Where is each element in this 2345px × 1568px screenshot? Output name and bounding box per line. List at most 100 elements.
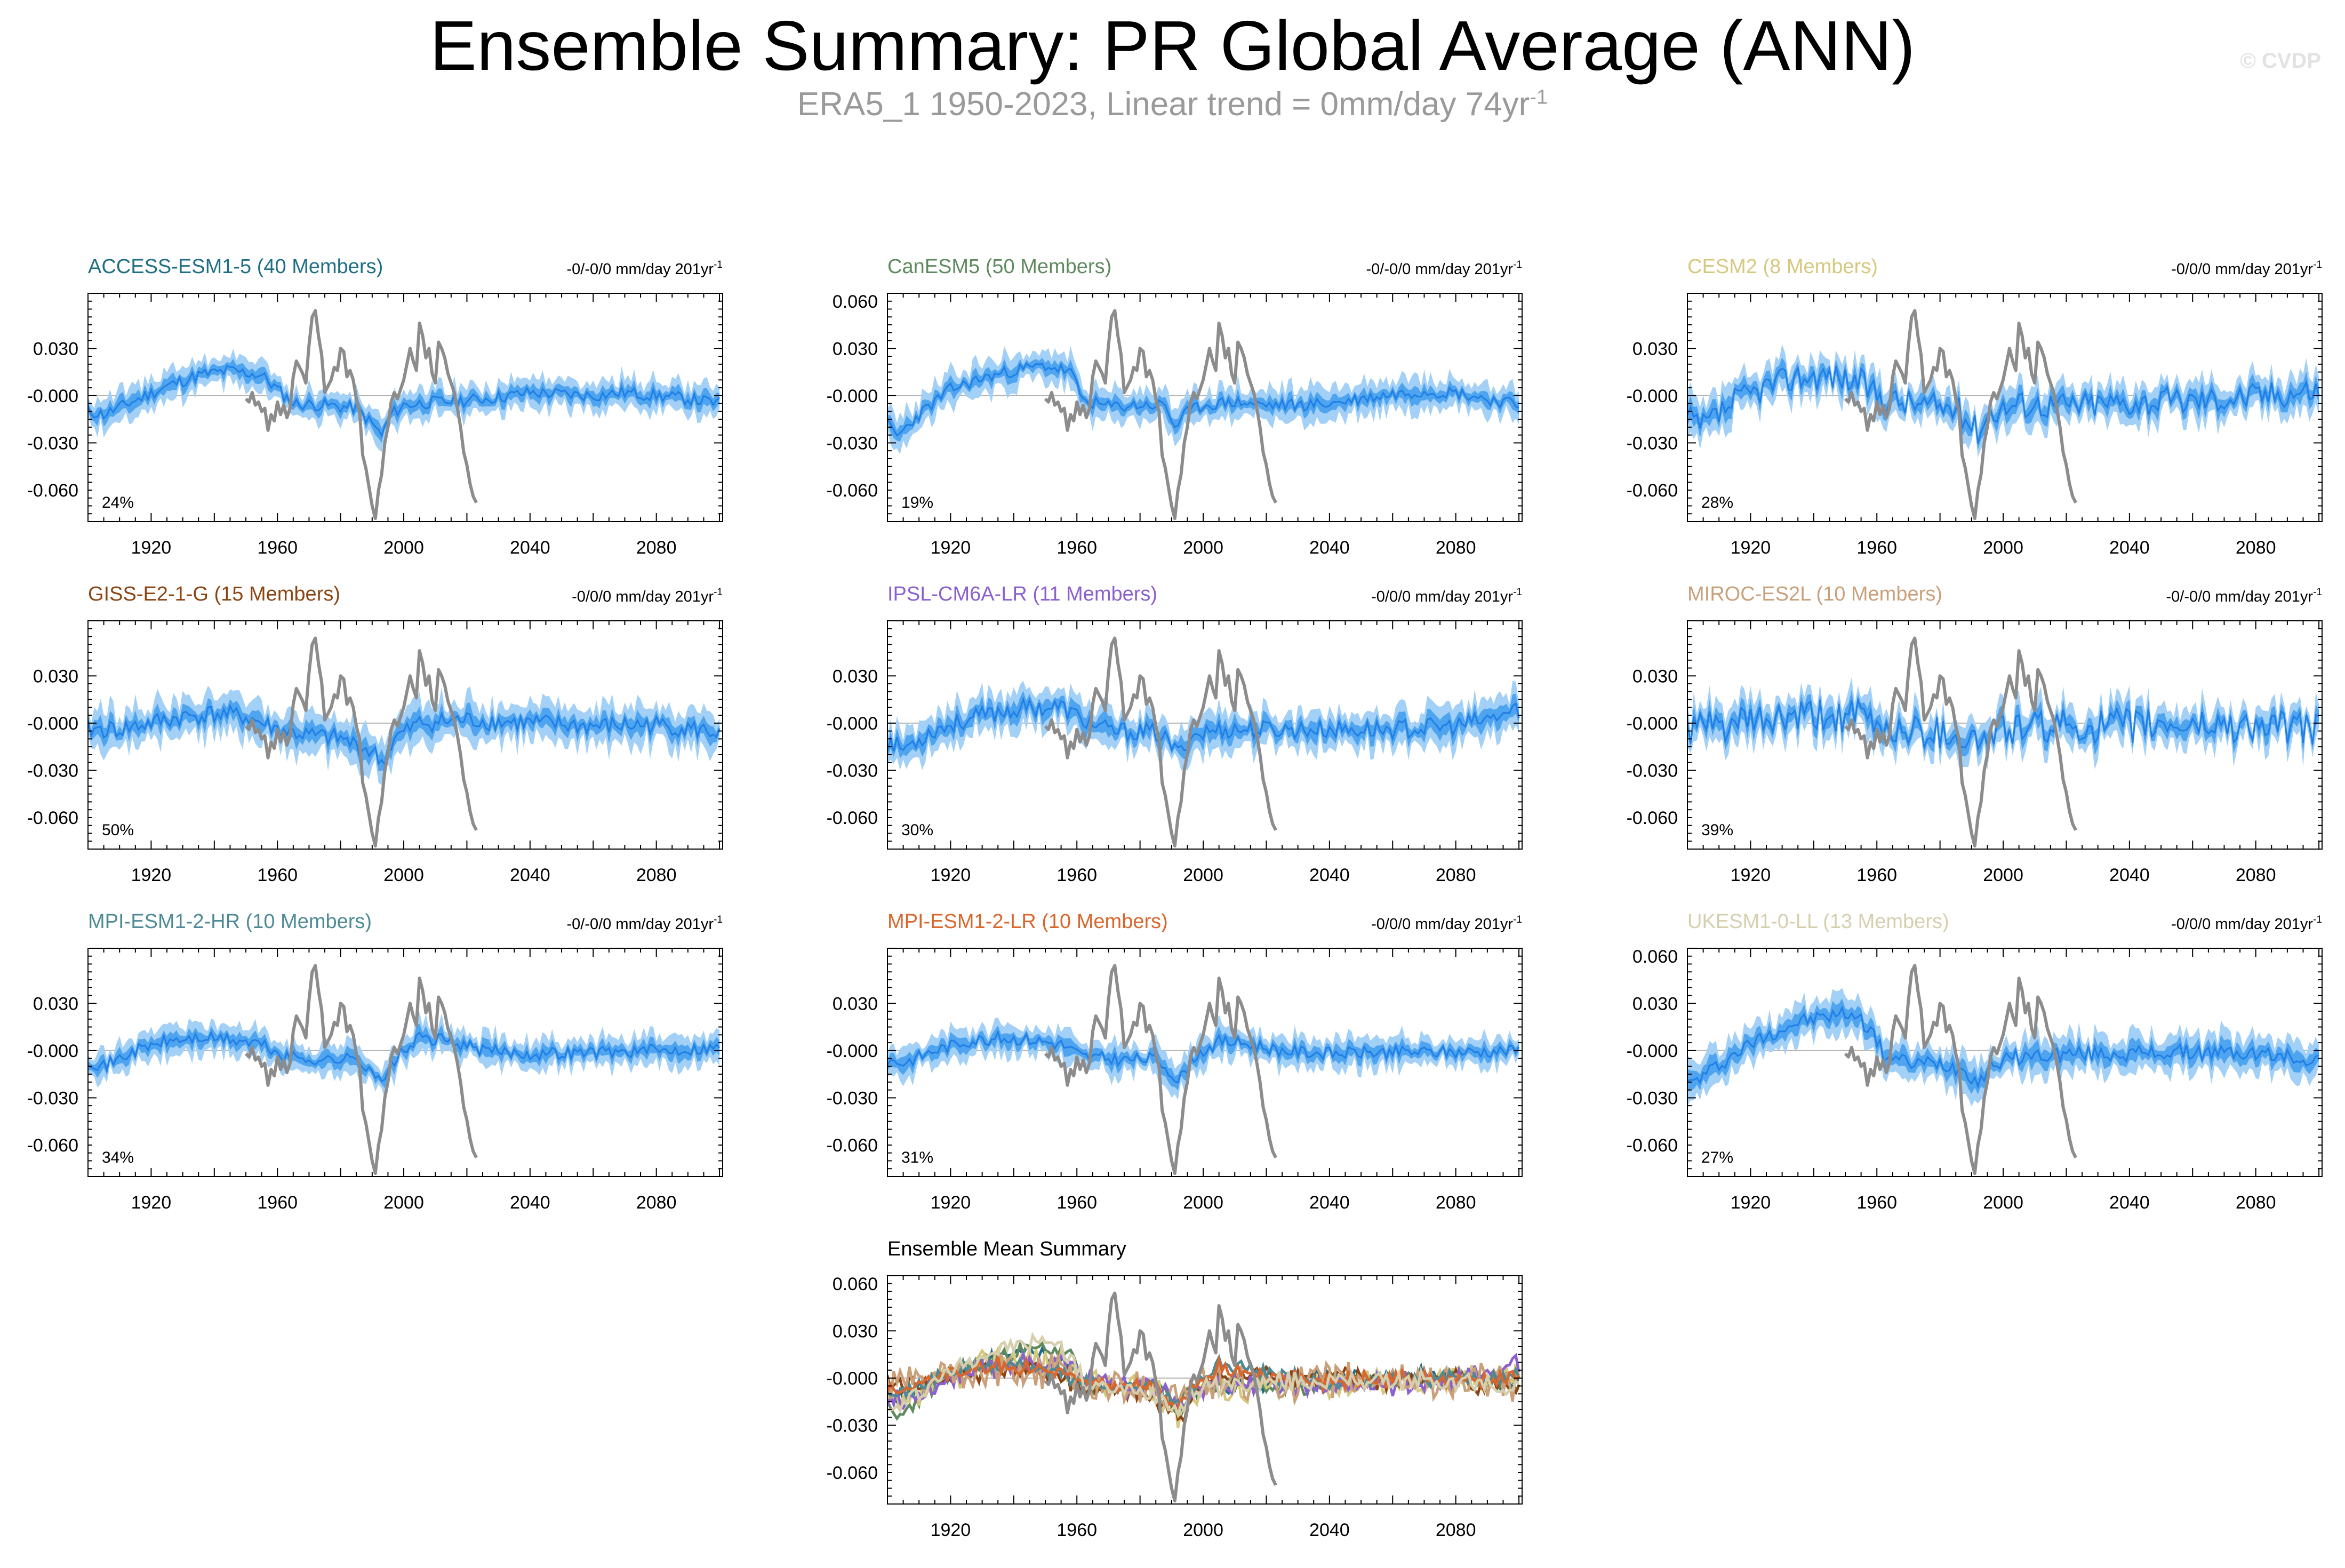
x-tick-label: 2000: [383, 865, 424, 885]
y-tick-label: -0.030: [1627, 761, 1678, 781]
y-tick-label: -0.000: [1627, 386, 1678, 406]
trend-label-superscript: -1: [2313, 914, 2322, 925]
y-tick-label: 0.030: [1632, 339, 1678, 359]
ensemble-mean-line: [1687, 1005, 2319, 1090]
percent-label: 19%: [901, 494, 933, 511]
plot-frame: [887, 293, 1523, 522]
observation-line: [1044, 1291, 1277, 1503]
x-tick-label: 2000: [1983, 538, 2023, 558]
y-tick-label: -0.000: [827, 1041, 878, 1061]
x-tick-label: 2040: [2109, 538, 2150, 558]
trend-label-superscript: -1: [1513, 914, 1522, 925]
y-tick-label: -0.060: [1627, 481, 1678, 501]
trend-label: -0/-0/0 mm/day 201yr-1: [566, 259, 723, 278]
x-tick-label: 2000: [1183, 1193, 1223, 1213]
observation-line: [244, 964, 478, 1175]
panel-4: GISS-E2-1-G (15 Members) -0/0/0 mm/day 20…: [27, 583, 723, 885]
figure-title: Ensemble Summary: PR Global Average (ANN…: [429, 6, 1916, 85]
inner-spread-band: [1687, 998, 2319, 1094]
y-tick-label: 0.030: [833, 1321, 878, 1341]
panel-title: GISS-E2-1-G (15 Members): [88, 583, 340, 605]
y-tick-label: -0.000: [827, 386, 878, 406]
x-tick-label: 1960: [257, 538, 298, 558]
trend-label: -0/0/0 mm/day 201yr-1: [2171, 259, 2322, 278]
percent-label: 34%: [102, 1149, 134, 1166]
x-tick-label: 1920: [931, 538, 971, 558]
x-tick-label: 2080: [2236, 1193, 2276, 1213]
plot-frame: [87, 293, 723, 522]
plot-area: [887, 1291, 1520, 1503]
trend-label: -0/-0/0 mm/day 201yr-1: [566, 914, 723, 933]
observation-line: [244, 309, 478, 521]
x-tick-label: 1960: [1856, 538, 1897, 558]
x-tick-label: 2040: [2109, 1193, 2150, 1213]
y-tick-label: -0.060: [1627, 808, 1678, 828]
x-tick-label: 1920: [131, 865, 172, 885]
x-tick-label: 2040: [1309, 1520, 1350, 1540]
y-tick-label: -0.060: [827, 481, 878, 501]
y-tick-label: -0.030: [827, 1088, 878, 1108]
panel-title: CanESM5 (50 Members): [887, 255, 1111, 278]
y-tick-label: 0.030: [833, 994, 878, 1014]
y-tick-label: 0.030: [33, 339, 78, 359]
y-tick-label: -0.030: [27, 1088, 78, 1108]
observation-line: [1844, 964, 2077, 1175]
y-tick-label: -0.030: [27, 433, 78, 453]
trend-label: -0/0/0 mm/day 201yr-1: [1371, 914, 1522, 933]
y-tick-label: -0.030: [827, 1415, 878, 1436]
percent-label: 30%: [901, 821, 933, 839]
x-tick-label: 1920: [931, 1520, 971, 1540]
y-tick-label: -0.030: [1627, 1088, 1678, 1108]
x-tick-label: 2000: [1183, 865, 1223, 885]
y-tick-label: -0.000: [1627, 714, 1678, 734]
trend-label: -0/0/0 mm/day 201yr-1: [2171, 914, 2322, 933]
y-tick-label: 0.030: [33, 666, 78, 686]
x-tick-label: 1960: [1856, 1193, 1897, 1213]
x-tick-label: 2080: [1436, 538, 1476, 558]
panel-title: MIROC-ES2L (10 Members): [1687, 583, 1942, 605]
x-tick-label: 2000: [1183, 538, 1223, 558]
observation-line: [244, 636, 478, 848]
y-tick-label: 0.030: [833, 666, 878, 686]
model-mean-line: [887, 1331, 1520, 1419]
panel-1: ACCESS-ESM1-5 (40 Members) -0/-0/0 mm/day…: [27, 255, 723, 558]
panel-6: MIROC-ES2L (10 Members) -0/-0/0 mm/day 20…: [1627, 583, 2323, 885]
trend-label-superscript: -1: [1513, 587, 1522, 598]
x-tick-label: 2080: [2236, 538, 2276, 558]
x-tick-label: 2040: [1309, 1193, 1350, 1213]
y-tick-label: -0.060: [827, 1135, 878, 1156]
x-tick-label: 2040: [510, 865, 550, 885]
x-tick-label: 1960: [1057, 538, 1097, 558]
y-tick-label: -0.000: [827, 714, 878, 734]
plot-area: [88, 964, 721, 1175]
x-tick-label: 1920: [931, 865, 971, 885]
percent-label: 39%: [1701, 821, 1733, 839]
y-tick-label: -0.000: [27, 386, 78, 406]
panel-3: CESM2 (8 Members) -0/0/0 mm/day 201yr-1 19…: [1627, 255, 2323, 558]
inner-spread-band: [1687, 690, 2319, 757]
observation-line: [1844, 309, 2077, 521]
x-tick-label: 2000: [1983, 865, 2023, 885]
x-tick-label: 1920: [1731, 865, 1771, 885]
x-tick-label: 2080: [636, 538, 677, 558]
plot-frame: [87, 948, 723, 1177]
observation-line: [1044, 964, 1277, 1175]
ensemble-mean-line: [887, 362, 1519, 437]
ensemble-mean-line: [887, 696, 1520, 753]
panel-5: IPSL-CM6A-LR (11 Members) -0/0/0 mm/day 2…: [827, 583, 1523, 885]
y-tick-label: 0.030: [833, 339, 878, 359]
percent-label: 28%: [1701, 494, 1733, 511]
x-tick-label: 2000: [383, 538, 424, 558]
x-tick-label: 2000: [1183, 1520, 1223, 1540]
ensemble-mean-line: [88, 1030, 721, 1082]
trend-label-superscript: -1: [1513, 259, 1522, 270]
trend-label: -0/-0/0 mm/day 201yr-1: [2166, 587, 2322, 605]
y-tick-label: -0.000: [827, 1369, 878, 1389]
y-tick-label: -0.030: [827, 433, 878, 453]
ensemble-mean-line: [88, 365, 721, 438]
panel-title: ACCESS-ESM1-5 (40 Members): [88, 255, 383, 278]
x-tick-label: 1920: [131, 538, 172, 558]
plot-area: [88, 636, 721, 848]
plot-area: [1687, 309, 2320, 521]
watermark: © CVDP: [2240, 49, 2321, 73]
